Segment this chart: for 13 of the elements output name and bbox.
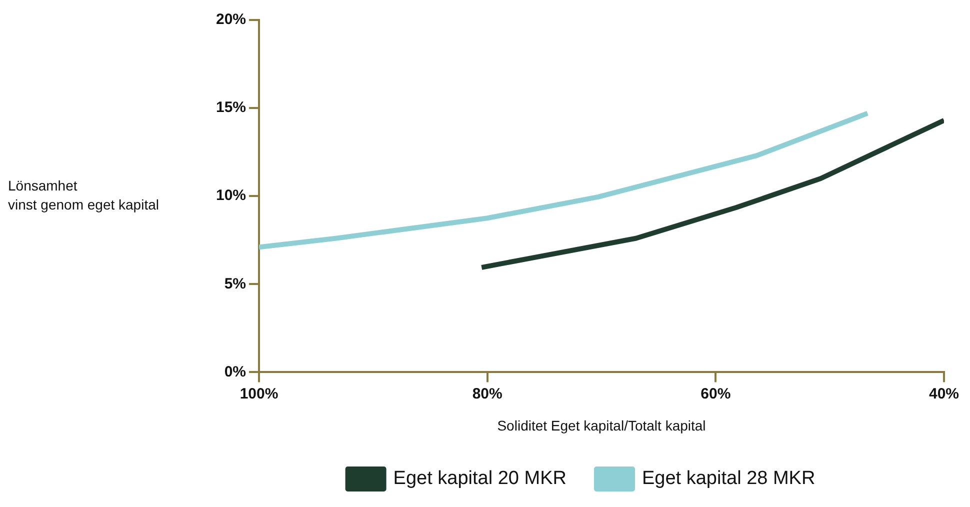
x-tick-label: 80% [472,385,502,402]
x-axis-title: Soliditet Eget kapital/Totalt kapital [497,417,706,434]
legend-label: Eget kapital 20 MKR [393,468,567,490]
x-tick-label: 100% [240,385,278,402]
x-tick-label: 60% [700,385,731,402]
legend-label: Eget kapital 28 MKR [642,468,816,490]
x-tick-label: 40% [928,385,960,402]
y-tick-label: 10% [216,187,246,204]
y-tick-label: 20% [216,11,246,28]
y-tick-label: 0% [224,363,246,380]
y-tick-label: 15% [216,99,246,116]
y-tick-label: 5% [224,275,246,292]
y-axis-title: Lönsamhet vinst genom eget kapital [8,177,159,212]
